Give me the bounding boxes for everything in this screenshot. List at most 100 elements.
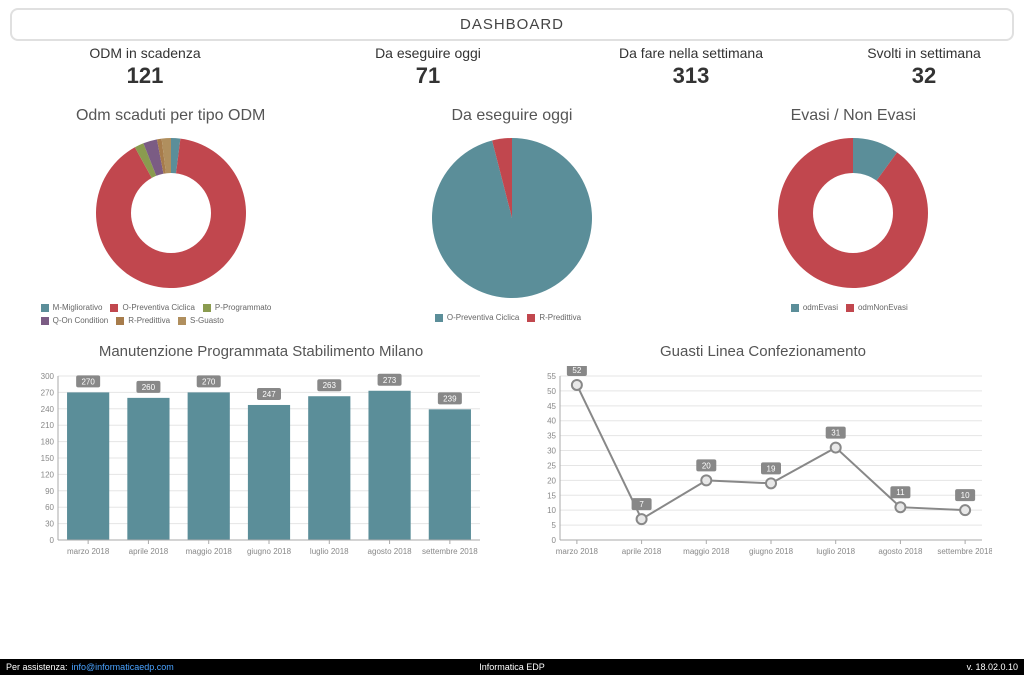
legend-swatch [203,304,211,312]
svg-text:10: 10 [961,491,970,500]
legend-label: R-Predittiva [128,316,170,325]
svg-text:30: 30 [547,447,556,456]
legend-item: R-Predittiva [527,313,581,322]
legend-item: O-Preventiva Ciclica [110,303,194,312]
svg-text:55: 55 [547,372,556,381]
svg-text:52: 52 [572,366,581,375]
kpi-value: 121 [10,63,280,89]
footer-assist-email[interactable]: info@informaticaedp.com [72,662,174,672]
svg-text:40: 40 [547,417,556,426]
line-marker [766,478,776,488]
chart-title: Manutenzione Programmata Stabilimento Mi… [30,343,492,360]
chart-legend: M-Migliorativo O-Preventiva Ciclica P-Prog… [11,301,331,327]
chart-legend: O-Preventiva Ciclica R-Predittiva [352,311,672,324]
chart-evasi: Evasi / Non Evasi odmEvasi odmNonEvasi [693,107,1013,327]
bar-chart-panel: Manutenzione Programmata Stabilimento Mi… [30,343,492,571]
svg-text:7: 7 [639,500,644,509]
legend-swatch [116,317,124,325]
svg-text:settembre 2018: settembre 2018 [422,547,478,556]
svg-text:agosto 2018: agosto 2018 [368,547,413,556]
chart-odm-scaduti: Odm scaduti per tipo ODM M-Migliorativo O… [11,107,331,327]
svg-text:20: 20 [702,461,711,470]
kpi-3: Svolti in settimana32 [834,45,1014,89]
chart-title: Odm scaduti per tipo ODM [11,107,331,125]
svg-text:aprile 2018: aprile 2018 [129,547,169,556]
bar [308,396,350,540]
bar [188,392,230,540]
line-marker [895,502,905,512]
chart-title: Evasi / Non Evasi [693,107,1013,125]
svg-text:0: 0 [552,536,557,545]
svg-text:270: 270 [81,377,95,386]
dashboard-title: DASHBOARD [460,16,564,33]
footer-version: v. 18.02.0.10 [967,662,1018,672]
legend-item: M-Migliorativo [41,303,103,312]
kpi-label: Da eseguire oggi [308,45,548,61]
legend-item: O-Preventiva Ciclica [435,313,519,322]
footer-center: Informatica EDP [479,662,545,672]
kpi-label: Svolti in settimana [834,45,1014,61]
legend-swatch [41,317,49,325]
legend-label: S-Guasto [190,316,224,325]
kpi-label: Da fare nella settimana [576,45,806,61]
svg-text:11: 11 [896,488,905,497]
chart-svg [427,133,597,303]
line-marker [960,505,970,515]
svg-text:20: 20 [547,476,556,485]
svg-text:5: 5 [552,521,557,530]
svg-text:0: 0 [50,536,55,545]
svg-text:19: 19 [767,464,776,473]
bar [127,398,169,540]
kpi-1: Da eseguire oggi71 [308,45,548,89]
legend-label: R-Predittiva [539,313,581,322]
bar [248,405,290,540]
kpi-label: ODM in scadenza [10,45,280,61]
chart-title: Guasti Linea Confezionamento [532,343,994,360]
footer-assist-label: Per assistenza: [6,662,68,672]
bar [429,409,471,540]
svg-text:247: 247 [262,390,276,399]
svg-text:aprile 2018: aprile 2018 [622,547,662,556]
legend-label: odmNonEvasi [858,303,908,312]
svg-text:150: 150 [41,454,55,463]
svg-text:300: 300 [41,372,55,381]
svg-text:270: 270 [41,388,55,397]
chart-svg [91,133,251,293]
svg-text:agosto 2018: agosto 2018 [878,547,923,556]
legend-label: P-Programmato [215,303,271,312]
legend-swatch [435,314,443,322]
chart-da-eseguire: Da eseguire oggi O-Preventiva CiclicaR-P… [352,107,672,327]
svg-text:210: 210 [41,421,55,430]
svg-text:45: 45 [547,402,556,411]
legend-label: Q-On Condition [53,316,109,325]
svg-text:239: 239 [443,394,457,403]
svg-text:marzo 2018: marzo 2018 [556,547,599,556]
svg-text:31: 31 [831,429,840,438]
bar [67,392,109,540]
line-marker [701,475,711,485]
footer-bar: Per assistenza: info@informaticaedp.com … [0,659,1024,675]
line-chart-panel: Guasti Linea Confezionamento 05101520253… [532,343,994,571]
chart-svg [773,133,933,293]
legend-swatch [110,304,118,312]
svg-text:settembre 2018: settembre 2018 [937,547,992,556]
legend-item: R-Predittiva [116,316,170,325]
kpi-2: Da fare nella settimana 313 [576,45,806,89]
legend-item: P-Programmato [203,303,271,312]
bar-chart-svg: 0306090120150180210240270300270260270247… [30,366,490,566]
legend-label: odmEvasi [803,303,838,312]
bottom-charts-row: Manutenzione Programmata Stabilimento Mi… [0,343,1024,571]
svg-text:60: 60 [45,503,54,512]
svg-text:25: 25 [547,461,556,470]
pie-charts-row: Odm scaduti per tipo ODM M-Migliorativo O… [0,107,1024,327]
svg-text:240: 240 [41,405,55,414]
line-marker [637,514,647,524]
kpi-row: ODM in scadenza 121 Da eseguire oggi71 Da f… [10,45,1014,89]
legend-swatch [846,304,854,312]
svg-text:273: 273 [383,376,397,385]
svg-text:maggio 2018: maggio 2018 [186,547,233,556]
svg-text:30: 30 [45,520,54,529]
kpi-value: 313 [576,63,806,89]
legend-swatch [791,304,799,312]
svg-text:luglio 2018: luglio 2018 [816,547,855,556]
